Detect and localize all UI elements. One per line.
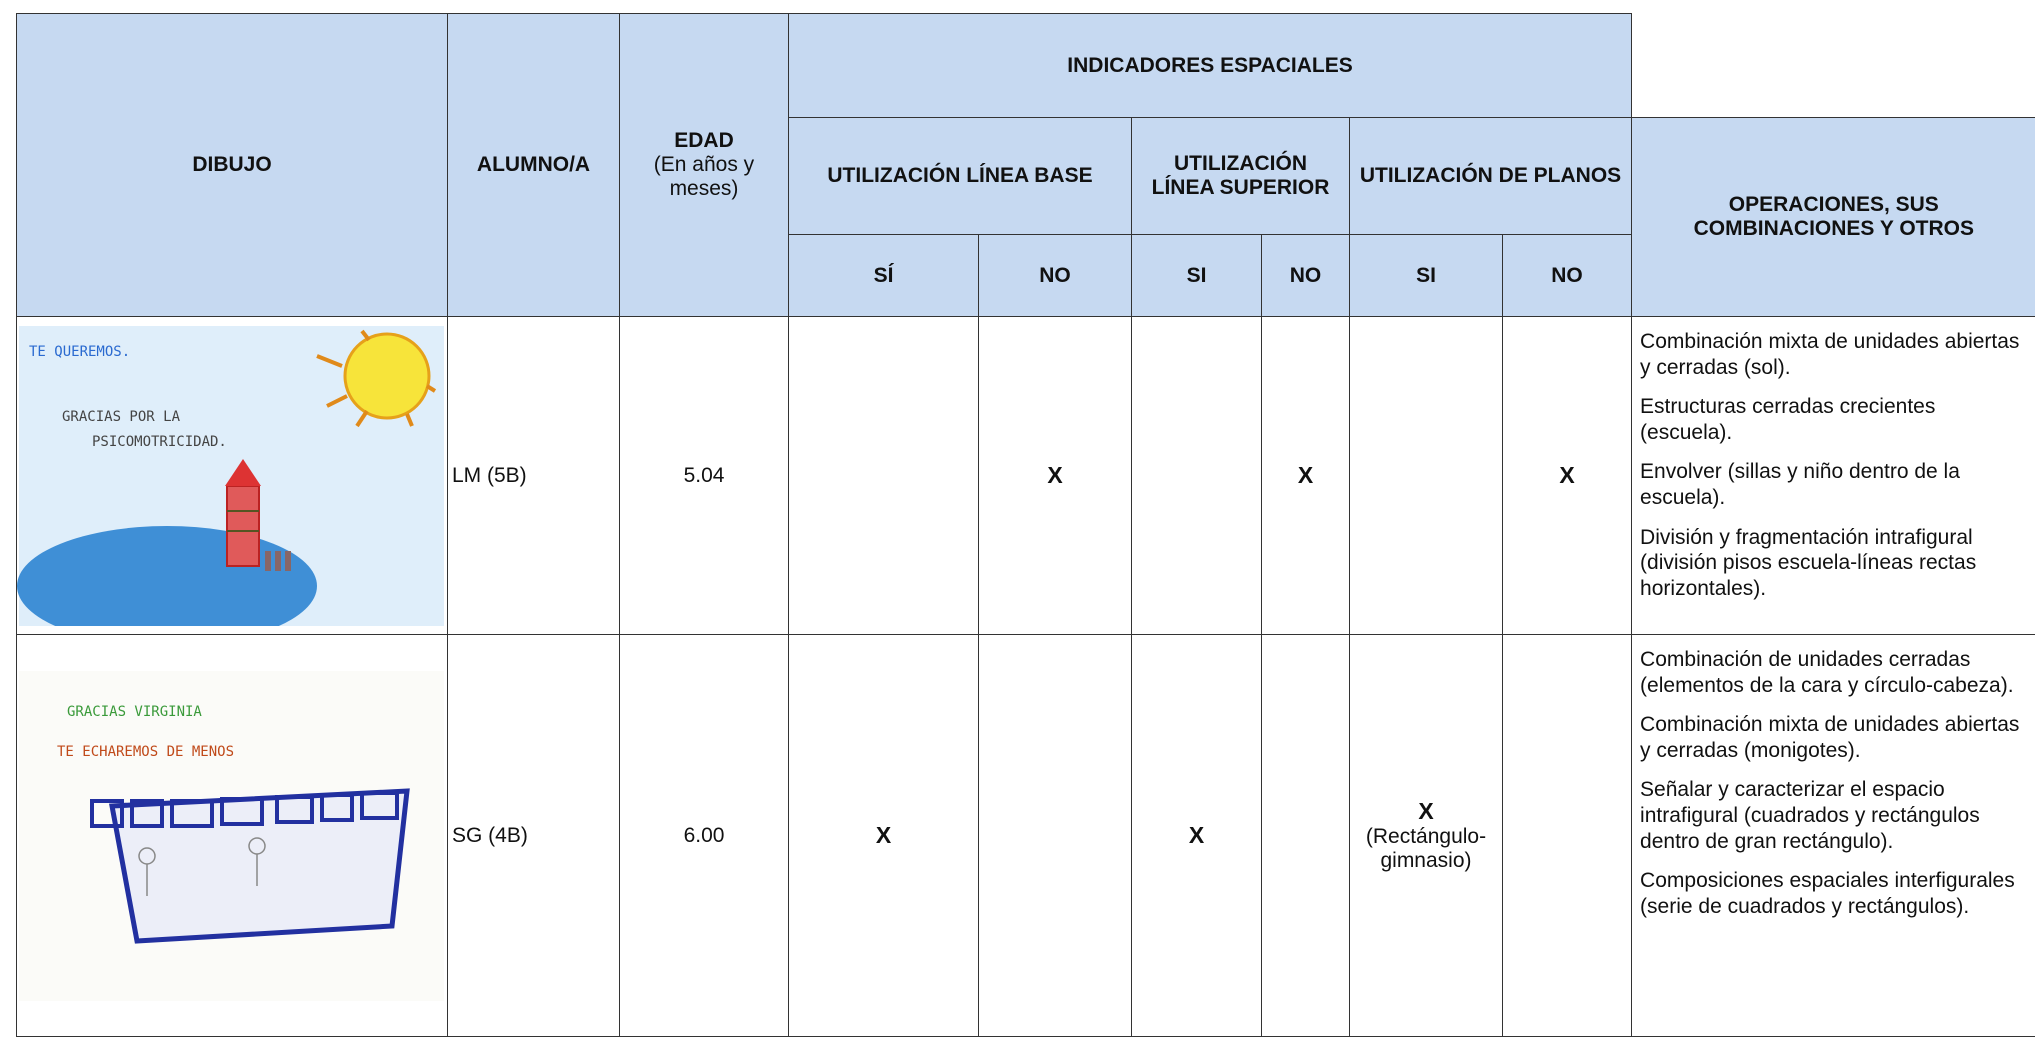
mark-note: (Rectángulo-gimnasio) bbox=[1365, 825, 1487, 872]
operation: Combinación mixta de unidades abiertas y… bbox=[1640, 713, 2020, 762]
header-cell: OPERACIONES, SUS COMBINACIONES Y OTROS bbox=[1631, 117, 2035, 317]
header-cell: UTILIZACIÓN LÍNEA BASE bbox=[788, 117, 1132, 235]
header-cell: EDAD (En años y meses) bbox=[619, 13, 789, 317]
mark-cell: X (Rectángulo-gimnasio) bbox=[1349, 634, 1503, 1037]
operations-cell: Combinación de unidades cerradas (elemen… bbox=[1631, 634, 2035, 1037]
mark-cell bbox=[1131, 316, 1262, 635]
operation: Composiciones espaciales interfigurales … bbox=[1640, 869, 2015, 918]
mark-cell bbox=[1501, 634, 1633, 1037]
mark-cell: X bbox=[1131, 634, 1262, 1037]
operation: Envolver (sillas y niño dentro de la esc… bbox=[1640, 460, 1960, 510]
mark-cell bbox=[1261, 634, 1350, 1037]
mark-cell: X bbox=[978, 316, 1132, 635]
header-text: EDAD bbox=[674, 129, 734, 152]
table-row: GRACIAS VIRGINIA TE ECHAREMOS DE MENOS S… bbox=[16, 634, 2035, 1037]
drawing-text: GRACIAS POR LA bbox=[62, 409, 181, 425]
header-cell: NO bbox=[1261, 234, 1350, 317]
drawing-text: GRACIAS VIRGINIA bbox=[67, 704, 202, 720]
mark: X bbox=[875, 822, 892, 848]
drawing: GRACIAS VIRGINIA TE ECHAREMOS DE MENOS bbox=[19, 670, 444, 1001]
header-cell: NO bbox=[978, 234, 1132, 317]
age-cell: 5.04 bbox=[619, 316, 789, 635]
operation: División y fragmentación intrafigural (d… bbox=[1640, 525, 1977, 600]
operations-cell: Combinación mixta de unidades abiertas y… bbox=[1631, 316, 2035, 635]
mark: X bbox=[1047, 462, 1063, 488]
header-cell: SÍ bbox=[788, 234, 979, 317]
header-cell: ALUMNO/A bbox=[447, 13, 620, 317]
header-cell: DIBUJO bbox=[16, 13, 448, 317]
mark-cell: X bbox=[1501, 316, 1633, 635]
drawing-cell: TE QUEREMOS. GRACIAS POR LA PSICOMOTRICI… bbox=[16, 316, 448, 635]
mark-cell bbox=[788, 316, 979, 635]
operation: Combinación de unidades cerradas (elemen… bbox=[1640, 648, 2014, 697]
mark: X bbox=[1559, 462, 1575, 488]
drawing-text: PSICOMOTRICIDAD. bbox=[92, 434, 227, 450]
mark: X bbox=[1188, 822, 1205, 848]
operation: Combinación mixta de unidades abiertas y… bbox=[1640, 330, 2020, 379]
mark-cell: X bbox=[1261, 316, 1350, 635]
mark-cell bbox=[978, 634, 1132, 1037]
drawing-text: TE QUEREMOS. bbox=[29, 344, 130, 360]
drawing-cell: GRACIAS VIRGINIA TE ECHAREMOS DE MENOS bbox=[16, 634, 448, 1037]
table: DIBUJO ALUMNO/A EDAD (En años y meses) IN… bbox=[16, 13, 2035, 1037]
header-cell: NO bbox=[1501, 234, 1633, 317]
student-cell: LM (5B) bbox=[447, 316, 620, 635]
header-cell: SI bbox=[1349, 234, 1503, 317]
operation: Señalar y caracterizar el espacio intraf… bbox=[1640, 778, 1980, 853]
table-row: TE QUEREMOS. GRACIAS POR LA PSICOMOTRICI… bbox=[16, 316, 2035, 635]
header-cell: UTILIZACIÓN LÍNEA SUPERIOR bbox=[1131, 117, 1350, 235]
operation: Estructuras cerradas crecientes (escuela… bbox=[1640, 395, 1936, 444]
blank-cell bbox=[1631, 13, 2035, 118]
mark-cell: X bbox=[788, 634, 979, 1037]
mark: X bbox=[1418, 798, 1434, 824]
header-cell: INDICADORES ESPACIALES bbox=[787, 13, 1633, 118]
mark-cell bbox=[1349, 316, 1503, 635]
age-cell: 6.00 bbox=[619, 634, 789, 1037]
drawing-text: TE ECHAREMOS DE MENOS bbox=[57, 744, 234, 760]
header-subtext: (En años y meses) bbox=[653, 153, 755, 200]
drawing: TE QUEREMOS. GRACIAS POR LA PSICOMOTRICI… bbox=[17, 325, 444, 626]
header-cell: SI bbox=[1131, 234, 1262, 317]
header-cell: UTILIZACIÓN DE PLANOS bbox=[1348, 117, 1633, 235]
student-cell: SG (4B) bbox=[447, 634, 620, 1037]
mark: X bbox=[1297, 462, 1314, 488]
